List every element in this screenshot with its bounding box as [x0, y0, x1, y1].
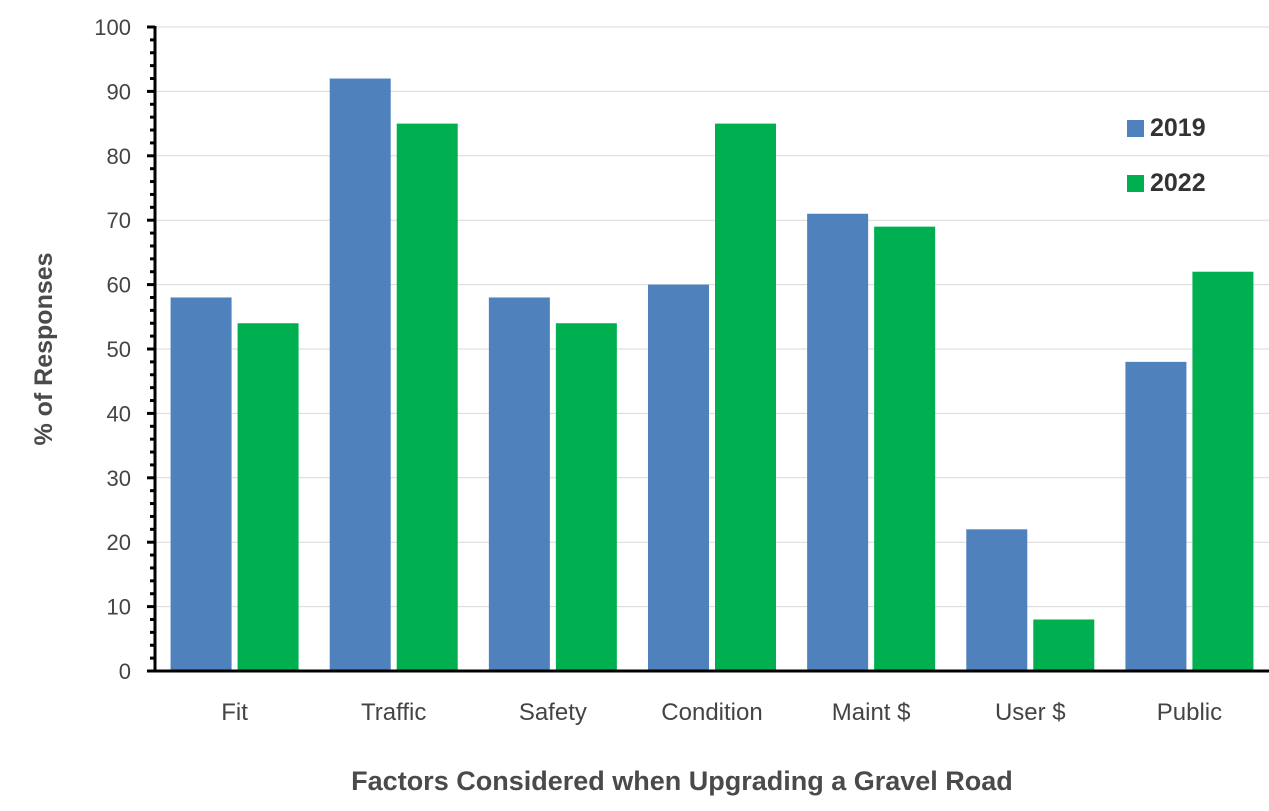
bar-2022-safety: [555, 323, 617, 671]
y-tick-label: 10: [107, 595, 131, 620]
legend-swatch-2019: [1127, 120, 1144, 137]
bar-2022-traffic: [396, 123, 458, 672]
bar-2019-traffic: [329, 78, 391, 671]
axes: [147, 25, 1269, 673]
x-category-label: Public: [1157, 699, 1222, 726]
y-axis-title: % of Responses: [30, 252, 58, 445]
bar-2019-condition: [648, 284, 709, 671]
x-category-labels: Fit Traffic Safety Condition Maint $ User $ Pu…: [221, 699, 1222, 726]
bar-2022-condition: [715, 123, 776, 672]
legend-label-2022: 2022: [1150, 169, 1206, 197]
gridlines: [155, 26, 1269, 608]
x-category-label: Safety: [519, 699, 587, 726]
x-category-label: Fit: [221, 699, 248, 726]
bar-2022-fit: [237, 323, 299, 671]
bar-2019-public: [1125, 361, 1187, 671]
bar-2019-maint: [807, 213, 869, 671]
y-tick-label: 40: [107, 401, 131, 426]
bar-2019-safety: [488, 297, 550, 671]
bar-2022-maint: [874, 226, 936, 671]
y-tick-label: 0: [119, 659, 131, 684]
x-category-label: Condition: [661, 699, 762, 726]
legend-label-2019: 2019: [1150, 114, 1206, 142]
y-tick-label: 80: [107, 144, 131, 169]
y-tick-label: 70: [107, 208, 131, 233]
legend: 2019 2022: [1127, 114, 1206, 197]
x-axis-title: Factors Considered when Upgrading a Grav…: [351, 766, 1013, 796]
y-tick-labels: 0 10 20 30 40 50 60 70 80 90 100: [94, 15, 131, 684]
bar-2022-public: [1192, 271, 1254, 671]
x-category-label: Maint $: [832, 699, 911, 726]
y-tick-label: 60: [107, 273, 131, 298]
y-tick-label: 50: [107, 337, 131, 362]
bar-2022-user: [1033, 619, 1095, 671]
x-category-label: User $: [995, 699, 1066, 726]
y-tick-label: 90: [107, 79, 131, 104]
x-category-label: Traffic: [361, 699, 426, 726]
bar-2019-user: [966, 529, 1028, 671]
legend-swatch-2022: [1127, 175, 1144, 192]
bar-2019-fit: [170, 297, 232, 671]
y-tick-label: 20: [107, 530, 131, 555]
y-tick-label: 100: [94, 15, 131, 40]
y-tick-label: 30: [107, 466, 131, 491]
bars: [170, 78, 1254, 672]
